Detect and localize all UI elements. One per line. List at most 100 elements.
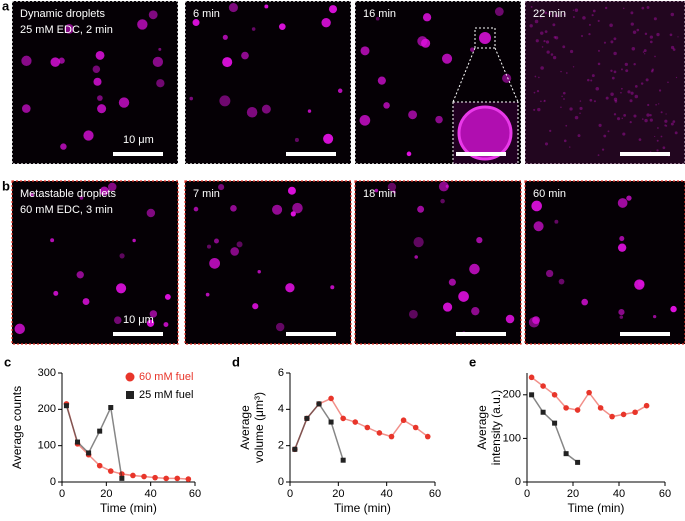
droplet — [544, 99, 546, 102]
scale-bar-label: 10 μm — [123, 314, 154, 326]
droplet — [146, 319, 155, 327]
point — [400, 417, 407, 424]
droplet — [613, 97, 618, 102]
droplet — [563, 98, 565, 100]
droplet — [579, 106, 583, 111]
droplet — [675, 76, 678, 79]
y-tick-label: 100 — [503, 432, 521, 444]
image-label: Dynamic droplets 25 mM EDC, 2 min — [20, 8, 113, 36]
droplet — [631, 47, 636, 51]
droplet — [118, 97, 130, 108]
point — [376, 430, 383, 436]
droplet — [414, 255, 418, 259]
point — [528, 374, 535, 381]
droplet — [82, 298, 90, 305]
droplet — [593, 100, 596, 103]
droplet — [152, 56, 164, 67]
droplet — [471, 306, 480, 316]
droplet — [629, 121, 632, 124]
point — [174, 475, 181, 482]
droplet — [533, 221, 544, 232]
scale-bar — [113, 152, 163, 156]
droplet — [630, 11, 634, 15]
droplet — [505, 314, 515, 324]
scale-bar — [620, 152, 670, 156]
droplet — [603, 134, 607, 138]
droplet — [413, 236, 424, 248]
droplet — [588, 33, 591, 36]
inset-droplet — [457, 105, 513, 161]
scale-bar — [456, 332, 506, 336]
droplet — [532, 316, 540, 325]
droplet — [321, 17, 331, 28]
droplet — [228, 3, 238, 13]
droplet — [656, 149, 659, 152]
point — [424, 433, 431, 440]
droplet — [132, 238, 136, 243]
droplet — [534, 19, 539, 24]
y-tick-label: 0 — [515, 476, 521, 488]
point — [119, 475, 125, 481]
scale-bar — [113, 332, 163, 336]
droplet — [672, 48, 676, 51]
droplet — [617, 243, 627, 252]
droplet — [620, 91, 622, 94]
droplet — [630, 22, 634, 26]
droplet — [649, 114, 652, 117]
scale-bar — [286, 332, 336, 336]
droplet — [625, 69, 629, 73]
droplet — [565, 124, 568, 127]
micrograph: 60 min — [524, 180, 685, 345]
droplet — [408, 309, 418, 319]
y-tick-label: 4 — [278, 403, 284, 415]
droplet — [543, 100, 546, 103]
point — [340, 457, 346, 463]
droplet — [540, 100, 542, 103]
droplet — [613, 51, 617, 56]
droplet — [554, 219, 559, 224]
droplet — [97, 104, 107, 114]
point — [597, 405, 604, 411]
droplet — [572, 66, 575, 68]
droplet — [206, 244, 212, 249]
droplet — [156, 79, 165, 88]
droplet — [29, 192, 34, 197]
droplet — [323, 133, 334, 144]
droplet — [533, 108, 536, 112]
point — [97, 428, 103, 434]
droplet — [494, 7, 504, 16]
x-tick-label: 0 — [524, 488, 530, 500]
point — [152, 474, 158, 481]
droplet — [214, 238, 219, 244]
droplet — [50, 57, 61, 67]
droplet — [83, 130, 94, 141]
x-tick-label: 60 — [659, 488, 671, 500]
droplet — [640, 82, 644, 85]
point — [63, 403, 69, 409]
droplet — [649, 35, 654, 39]
droplet — [669, 33, 673, 37]
droplet — [647, 103, 650, 107]
droplet — [536, 90, 540, 93]
trend-line — [65, 403, 189, 480]
droplet — [189, 96, 194, 101]
droplet — [222, 34, 228, 40]
droplet — [534, 75, 537, 78]
droplet — [634, 85, 638, 88]
droplet — [623, 113, 627, 117]
droplet — [383, 102, 390, 109]
inset-line — [494, 47, 519, 103]
droplet — [627, 90, 631, 94]
droplet — [163, 322, 169, 327]
y-axis-label: intensity (a.u.) — [489, 390, 503, 465]
droplet — [641, 6, 645, 10]
image-label: 16 min — [363, 8, 396, 20]
droplet — [591, 74, 595, 78]
droplet — [562, 91, 566, 95]
point — [107, 468, 114, 474]
droplet — [622, 132, 626, 136]
droplet — [545, 40, 550, 44]
droplet — [569, 107, 573, 111]
droplet — [667, 81, 669, 84]
droplet — [644, 118, 648, 123]
